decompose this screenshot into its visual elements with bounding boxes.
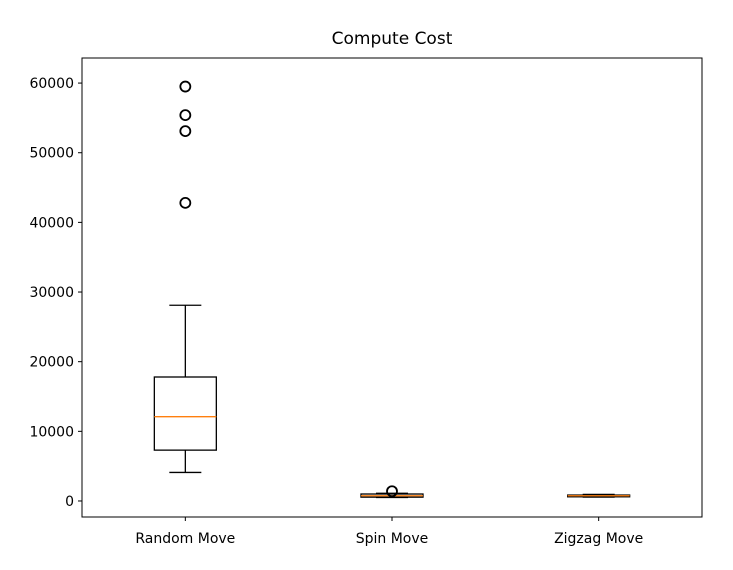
y-tick-label: 30000 [29,285,74,301]
x-tick-label: Random Move [135,531,235,547]
x-tick-label: Spin Move [356,531,429,547]
chart-marks [153,80,631,499]
x-tick-label: Zigzag Move [554,531,643,547]
iqr-box [153,376,217,451]
outlier-point [179,80,192,93]
y-tick-label: 20000 [29,355,74,371]
y-axis: 0 10000 20000 30000 40000 50000 60000 [29,76,82,510]
plot-frame [81,57,703,518]
y-tick-label: 60000 [29,76,74,92]
outlier-point [179,196,192,209]
y-tick-label: 40000 [29,215,74,231]
outlier-point [386,485,398,498]
outlier-point [179,125,192,138]
box-group [360,485,424,499]
y-tick-label: 10000 [29,424,74,440]
box-group [153,80,217,474]
outlier-point [179,109,192,122]
x-axis: Random Move Spin Move Zigzag Move [135,517,643,547]
box-group [567,493,631,498]
y-tick-label: 0 [65,494,74,510]
chart-title: Compute Cost [332,29,453,49]
y-tick-label: 50000 [29,146,74,162]
